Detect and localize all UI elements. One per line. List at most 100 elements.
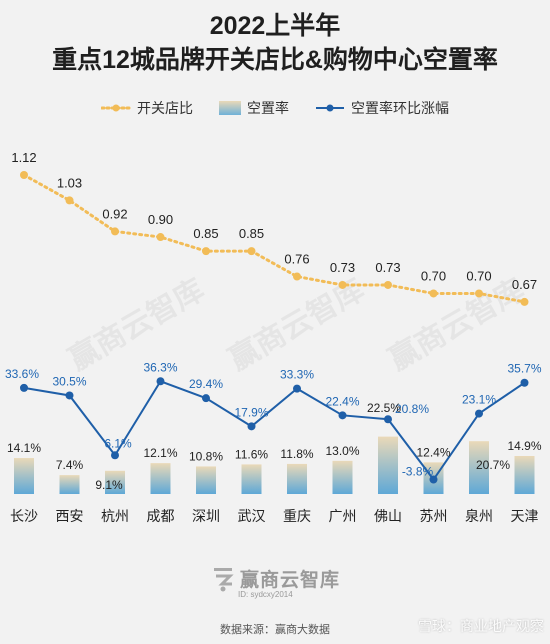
change-data-label: 33.6% <box>5 367 39 381</box>
vacancy-data-label: 12.4% <box>416 445 450 459</box>
change-data-label: -3.8% <box>402 465 434 479</box>
logo-id: ID: sydcxy2014 <box>238 590 293 599</box>
change-data-label: 22.4% <box>325 394 359 408</box>
ratio-point <box>475 289 483 298</box>
change-point <box>293 384 301 393</box>
change-data-label: 36.3% <box>143 360 177 374</box>
vacancy-data-label: 11.6% <box>235 447 268 461</box>
ratio-data-label: 0.76 <box>284 252 309 267</box>
vacancy-data-label: 12.1% <box>143 446 177 460</box>
legend-item-vacancy: 空置率 <box>219 98 289 118</box>
vacancy-bar <box>332 460 353 494</box>
category-tick-label: 天津 <box>511 508 539 524</box>
category-tick-label: 苏州 <box>420 508 448 524</box>
ratio-data-label: 0.85 <box>193 226 218 241</box>
ratio-point <box>20 171 28 179</box>
ratio-point <box>429 289 438 298</box>
vacancy-bar <box>469 441 489 494</box>
change-point <box>202 394 210 403</box>
corner-watermark: 雪球：商业地产观察 <box>418 618 544 634</box>
change-point <box>338 411 347 420</box>
chart-title-line1: 2022上半年 <box>209 12 341 40</box>
change-point <box>429 475 438 484</box>
change-point <box>384 415 392 424</box>
change-point <box>20 383 28 392</box>
ratio-point <box>247 247 256 256</box>
category-tick-label: 武汉 <box>238 508 266 524</box>
vacancy-data-label: 14.1% <box>7 441 41 455</box>
vacancy-data-label: 20.7% <box>476 458 510 472</box>
legend-label-change: 空置率环比涨幅 <box>351 100 449 116</box>
vacancy-data-label: 11.8% <box>280 447 313 461</box>
ratio-point <box>338 280 347 289</box>
legend-item-change: 空置率环比涨幅 <box>315 98 449 118</box>
change-point <box>520 378 529 387</box>
ratio-point <box>384 280 392 289</box>
ratio-data-label: 0.67 <box>512 277 537 292</box>
change-data-label: 20.8% <box>395 402 429 416</box>
category-tick-label: 泉州 <box>465 508 493 524</box>
vacancy-bar <box>14 458 34 494</box>
vacancy-bar <box>378 436 398 494</box>
ratio-data-label: 0.85 <box>239 226 264 241</box>
change-point <box>156 377 165 386</box>
ratio-point <box>65 196 74 205</box>
brand-logo: 赢商云智库 <box>212 565 340 592</box>
logo-text: 赢商云智库 <box>240 570 341 591</box>
vacancy-data-label: 14.9% <box>507 439 541 453</box>
legend-bar-swatch-icon <box>219 101 241 115</box>
category-tick-label: 长沙 <box>10 508 38 524</box>
change-data-label: 23.1% <box>462 393 496 407</box>
change-data-label: 30.5% <box>52 374 86 388</box>
legend-item-ratio: 开关店比 <box>101 98 193 118</box>
vacancy-bar <box>105 470 125 494</box>
ratio-point <box>111 227 119 236</box>
vacancy-data-label: 10.8% <box>189 449 223 463</box>
ratio-data-label: 1.03 <box>57 175 82 190</box>
ratio-data-label: 0.73 <box>375 260 400 275</box>
ratio-point <box>202 247 210 256</box>
ratio-point <box>520 297 529 306</box>
ratio-point <box>156 233 165 242</box>
category-tick-label: 广州 <box>329 508 357 524</box>
chart-title-line2: 重点12城品牌开关店比&购物中心空置率 <box>52 46 498 74</box>
change-point <box>65 391 74 400</box>
vacancy-bar <box>287 463 307 494</box>
ratio-data-label: 0.90 <box>148 212 173 227</box>
change-line <box>23 380 526 482</box>
vacancy-data-label: 9.1% <box>95 478 123 492</box>
vacancy-bar <box>241 464 262 494</box>
change-point <box>475 409 483 418</box>
change-data-label: 6.1% <box>104 436 132 450</box>
category-tick-label: 杭州 <box>101 508 129 524</box>
category-tick-label: 佛山 <box>374 508 402 524</box>
vacancy-data-label: 7.4% <box>56 458 84 472</box>
legend: 开关店比 空置率 空置率环比涨幅 <box>0 96 550 120</box>
legend-label-ratio: 开关店比 <box>137 100 193 116</box>
ratio-data-label: 0.73 <box>330 260 355 275</box>
ratio-data-label: 0.70 <box>466 268 491 283</box>
ratio-data-label: 0.70 <box>421 268 446 283</box>
vacancy-bar <box>59 475 80 494</box>
vacancy-data-label: 13.0% <box>325 444 359 458</box>
logo-icon <box>214 567 234 591</box>
change-point <box>247 422 256 431</box>
data-source: 数据来源：赢商大数据 <box>220 624 330 636</box>
category-tick-label: 重庆 <box>283 508 311 524</box>
category-tick-label: 西安 <box>56 508 84 524</box>
change-point <box>111 451 119 460</box>
vacancy-bar <box>514 456 535 494</box>
change-data-label: 17.9% <box>234 405 268 419</box>
vacancy-bar <box>196 466 216 494</box>
ratio-point <box>293 272 301 281</box>
legend-label-vacancy: 空置率 <box>247 100 289 116</box>
ratio-data-label: 0.92 <box>102 206 127 221</box>
ratio-data-label: 1.12 <box>11 150 36 165</box>
legend-solid-line-icon <box>316 104 344 112</box>
category-tick-label: 成都 <box>147 508 175 524</box>
category-tick-label: 深圳 <box>192 508 220 524</box>
change-data-label: 33.3% <box>280 368 314 382</box>
vacancy-bar <box>150 463 171 494</box>
